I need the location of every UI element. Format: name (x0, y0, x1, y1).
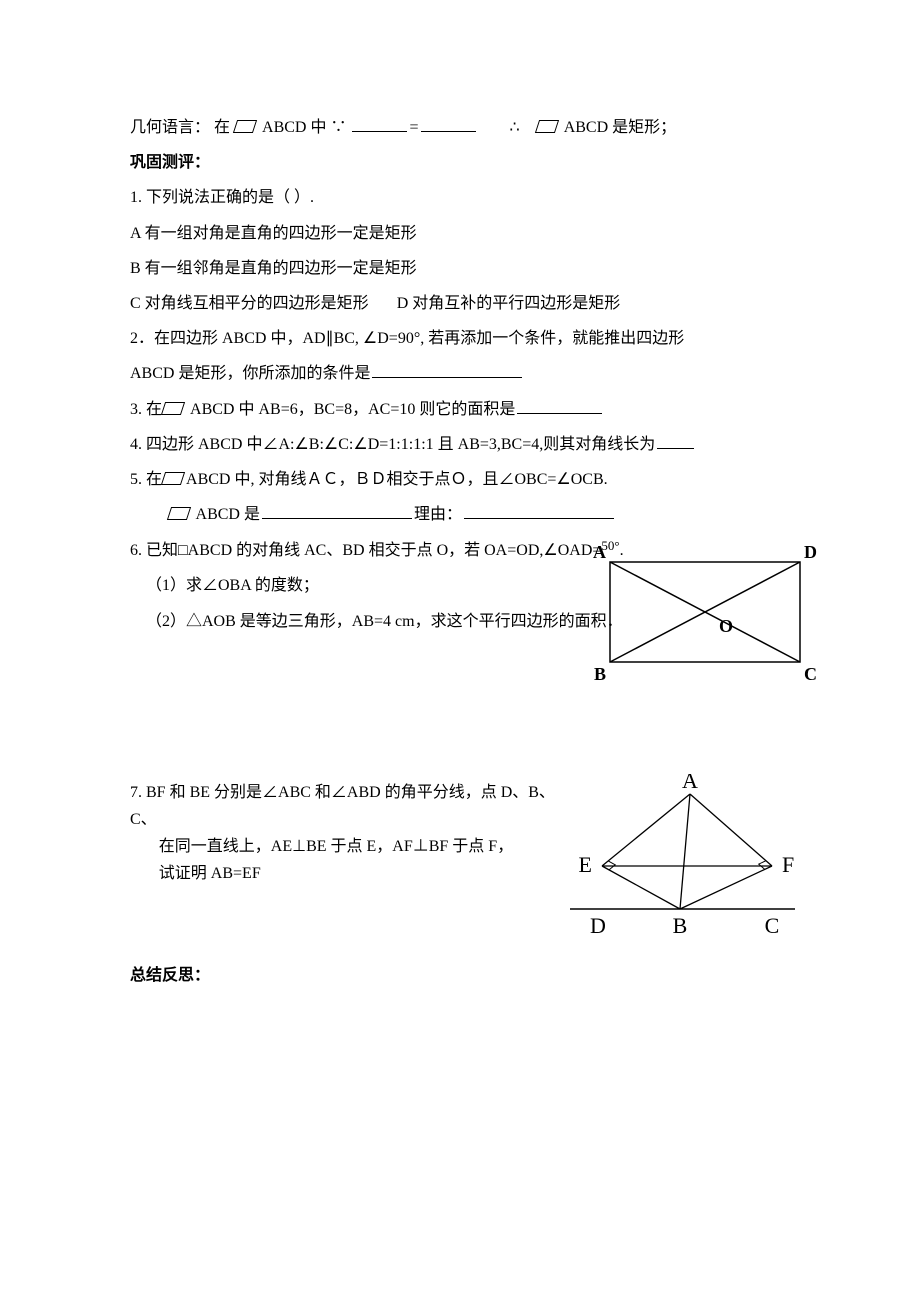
blank (262, 502, 412, 519)
text: ABCD 中 ∵ (262, 119, 346, 136)
svg-text:D: D (590, 913, 606, 938)
parallelogram-icon (233, 120, 257, 133)
blank (421, 115, 476, 132)
blank (372, 361, 522, 378)
svg-text:E: E (579, 852, 592, 877)
parallelogram-icon (535, 120, 559, 133)
svg-text:C: C (804, 664, 817, 684)
text: 4. 四边形 ABCD 中∠A:∠B:∠C:∠D=1:1:1:1 且 AB=3,… (130, 436, 655, 453)
q1-optCD: C 对角线互相平分的四边形是矩形 D 对角互补的平行四边形是矩形 (130, 286, 800, 321)
section-heading: 巩固测评： (130, 145, 800, 180)
q7-figure: A E F B D C (560, 774, 810, 954)
text: ∴ (510, 119, 520, 136)
svg-text:B: B (673, 913, 688, 938)
q1-optD: D 对角互补的平行四边形是矩形 (397, 295, 621, 312)
text: = (409, 119, 418, 136)
q5-line2: ABCD 是 理由： (130, 497, 800, 532)
q5-line1: 5. 在 ABCD 中, 对角线ＡＣ，ＢＤ相交于点Ｏ，且∠OBC=∠OCB. (130, 462, 800, 497)
svg-text:A: A (593, 542, 606, 562)
parallelogram-icon (161, 472, 185, 485)
svg-text:D: D (804, 542, 817, 562)
q1-optB: B 有一组邻角是直角的四边形一定是矩形 (130, 251, 800, 286)
text: 理由： (414, 506, 462, 523)
q7-line1: 7. BF 和 BE 分别是∠ABC 和∠ABD 的角平分线，点 D、B、C、 (130, 779, 560, 833)
q1-optA: A 有一组对角是直角的四边形一定是矩形 (130, 216, 800, 251)
text: ABCD 是矩形； (564, 119, 676, 136)
text: ABCD 中, 对角线ＡＣ，ＢＤ相交于点Ｏ，且∠OBC=∠OCB. (186, 471, 608, 488)
q1-stem: 1. 下列说法正确的是（ ）. (130, 180, 800, 215)
svg-text:F: F (782, 852, 794, 877)
text: 6. 已知□ABCD 的对角线 AC、BD 相交于点 O，若 OA=OD,∠OA… (130, 542, 601, 559)
parallelogram-icon (161, 402, 185, 415)
svg-text:C: C (765, 913, 780, 938)
blank (464, 502, 614, 519)
q2-line2: ABCD 是矩形，你所添加的条件是 (130, 356, 800, 391)
q6-figure: A D B C O (580, 542, 830, 692)
svg-text:B: B (594, 664, 606, 684)
text: 3. 在 (130, 401, 162, 418)
q1-optC: C 对角线互相平分的四边形是矩形 (130, 295, 369, 312)
q7-line2: 在同一直线上，AE⊥BE 于点 E，AF⊥BF 于点 F， (130, 833, 560, 860)
blank (657, 432, 694, 449)
text: 5. 在 (130, 471, 162, 488)
summary-heading: 总结反思： (130, 958, 800, 993)
text: ABCD 是 (196, 506, 260, 523)
text: ABCD 中 AB=6，BC=8，AC=10 则它的面积是 (190, 401, 515, 418)
svg-text:A: A (682, 774, 698, 793)
q7-line3: 试证明 AB=EF (130, 860, 560, 887)
text: ABCD 是矩形，你所添加的条件是 (130, 365, 370, 382)
geometry-language-line: 几何语言： 在 ABCD 中 ∵ = ∴ ABCD 是矩形； (130, 110, 800, 145)
parallelogram-icon (167, 507, 191, 520)
q4: 4. 四边形 ABCD 中∠A:∠B:∠C:∠D=1:1:1:1 且 AB=3,… (130, 427, 800, 462)
text: 几何语言： 在 (130, 119, 230, 136)
blank (517, 397, 602, 414)
q3: 3. 在 ABCD 中 AB=6，BC=8，AC=10 则它的面积是 (130, 392, 800, 427)
q2-line1: 2．在四边形 ABCD 中，AD∥BC, ∠D=90°, 若再添加一个条件，就能… (130, 321, 800, 356)
svg-text:O: O (719, 616, 733, 636)
blank (352, 115, 407, 132)
